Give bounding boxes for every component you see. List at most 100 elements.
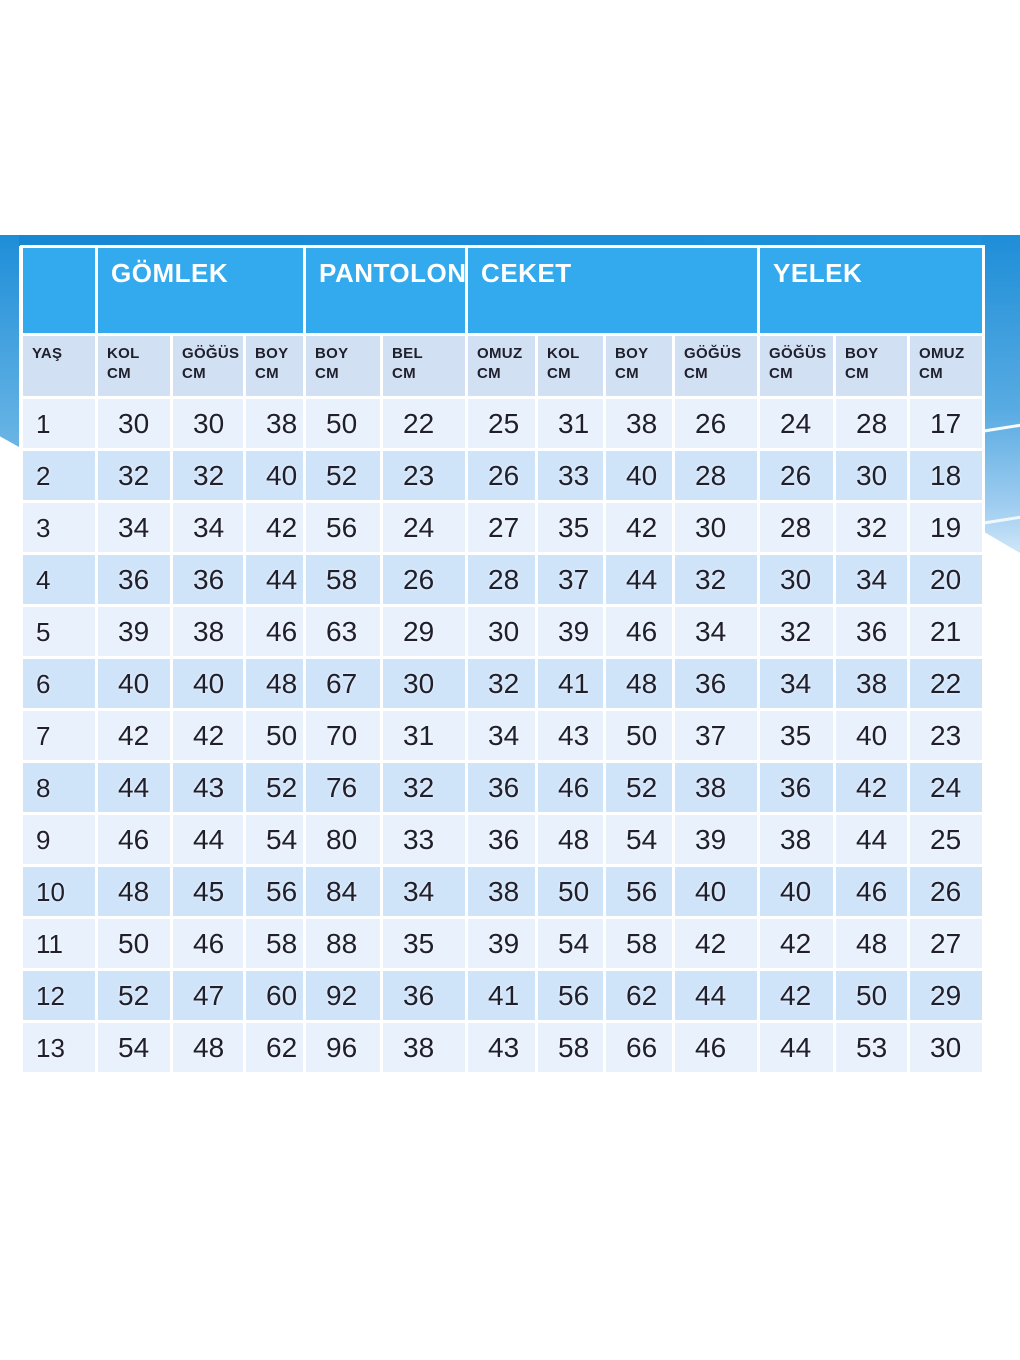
value-cell: 50	[606, 711, 673, 760]
value-cell: 53	[836, 1023, 908, 1072]
value-cell: 92	[306, 971, 381, 1020]
value-cell: 23	[383, 451, 466, 500]
value-cell: 42	[760, 919, 834, 968]
column-header-cell: BEL CM	[383, 336, 466, 396]
value-cell: 38	[836, 659, 908, 708]
table-row: 8 44 43 52 76 32 36 46 52 38 36 42 24	[23, 763, 983, 812]
value-cell: 36	[468, 763, 536, 812]
value-cell: 62	[246, 1023, 304, 1072]
value-cell: 84	[306, 867, 381, 916]
value-cell: 27	[910, 919, 983, 968]
value-cell: 80	[306, 815, 381, 864]
column-header-line1: GÖĞÜS	[182, 345, 240, 362]
value-cell: 34	[98, 503, 170, 552]
value-cell: 32	[836, 503, 908, 552]
column-header-line1: BOY	[845, 345, 879, 362]
decorative-left-shape	[0, 235, 19, 447]
value-cell: 26	[910, 867, 983, 916]
value-cell: 17	[910, 399, 983, 448]
column-header-line1: KOL	[547, 345, 580, 362]
value-cell: 48	[606, 659, 673, 708]
age-cell: 4	[23, 555, 95, 604]
value-cell: 50	[246, 711, 304, 760]
column-header-line1: OMUZ	[919, 345, 965, 362]
column-header-line2: CM	[769, 365, 793, 383]
value-cell: 22	[910, 659, 983, 708]
value-cell: 37	[675, 711, 758, 760]
column-header-cell: OMUZ CM	[468, 336, 536, 396]
value-cell: 32	[468, 659, 536, 708]
age-cell: 6	[23, 659, 95, 708]
table-row: 12 52 47 60 92 36 41 56 62 44 42 50 29	[23, 971, 983, 1020]
value-cell: 44	[836, 815, 908, 864]
value-cell: 35	[538, 503, 604, 552]
value-cell: 46	[246, 607, 304, 656]
value-cell: 58	[306, 555, 381, 604]
value-cell: 38	[675, 763, 758, 812]
value-cell: 42	[606, 503, 673, 552]
value-cell: 42	[98, 711, 170, 760]
value-cell: 42	[675, 919, 758, 968]
column-header-cell: GÖĞÜS CM	[760, 336, 834, 396]
column-header-line1: BOY	[255, 345, 289, 362]
value-cell: 50	[538, 867, 604, 916]
value-cell: 66	[606, 1023, 673, 1072]
value-cell: 40	[246, 451, 304, 500]
value-cell: 88	[306, 919, 381, 968]
value-cell: 36	[675, 659, 758, 708]
column-header-cell: BOY CM	[606, 336, 673, 396]
value-cell: 58	[246, 919, 304, 968]
value-cell: 52	[246, 763, 304, 812]
value-cell: 48	[173, 1023, 243, 1072]
value-cell: 48	[836, 919, 908, 968]
value-cell: 56	[538, 971, 604, 1020]
section-header-gömlek: GÖMLEK	[98, 248, 304, 333]
section-header-pantolon: PANTOLON	[306, 248, 466, 333]
value-cell: 40	[173, 659, 243, 708]
value-cell: 52	[98, 971, 170, 1020]
column-header-line1: BOY	[615, 345, 649, 362]
value-cell: 21	[910, 607, 983, 656]
value-cell: 44	[246, 555, 304, 604]
value-cell: 35	[760, 711, 834, 760]
column-header-cell: KOL CM	[538, 336, 604, 396]
value-cell: 22	[383, 399, 466, 448]
column-header-line2: CM	[315, 365, 339, 383]
column-header-cell: OMUZ CM	[910, 336, 983, 396]
value-cell: 56	[306, 503, 381, 552]
value-cell: 44	[606, 555, 673, 604]
column-header-line1: BEL	[392, 345, 423, 362]
value-cell: 62	[606, 971, 673, 1020]
value-cell: 30	[675, 503, 758, 552]
value-cell: 52	[606, 763, 673, 812]
value-cell: 25	[910, 815, 983, 864]
value-cell: 96	[306, 1023, 381, 1072]
value-cell: 25	[468, 399, 536, 448]
table-row: 6 40 40 48 67 30 32 41 48 36 34 38 22	[23, 659, 983, 708]
value-cell: 50	[98, 919, 170, 968]
value-cell: 56	[606, 867, 673, 916]
value-cell: 40	[675, 867, 758, 916]
column-header-line2: CM	[919, 365, 943, 383]
section-header-yelek: YELEK	[760, 248, 983, 333]
value-cell: 29	[910, 971, 983, 1020]
value-cell: 46	[173, 919, 243, 968]
value-cell: 19	[910, 503, 983, 552]
value-cell: 70	[306, 711, 381, 760]
table-row: 3 34 34 42 56 24 27 35 42 30 28 32 19	[23, 503, 983, 552]
value-cell: 38	[246, 399, 304, 448]
value-cell: 43	[468, 1023, 536, 1072]
column-header-cell: BOY CM	[836, 336, 908, 396]
value-cell: 30	[173, 399, 243, 448]
age-cell: 11	[23, 919, 95, 968]
value-cell: 44	[98, 763, 170, 812]
value-cell: 76	[306, 763, 381, 812]
age-cell: 3	[23, 503, 95, 552]
value-cell: 34	[675, 607, 758, 656]
value-cell: 24	[383, 503, 466, 552]
section-header-row: GÖMLEK PANTOLON CEKET YELEK	[23, 248, 983, 333]
value-cell: 60	[246, 971, 304, 1020]
table-header: GÖMLEK PANTOLON CEKET YELEK YAŞ KOL CM GÖĞÜS CM…	[23, 248, 983, 396]
value-cell: 32	[760, 607, 834, 656]
value-cell: 36	[468, 815, 536, 864]
